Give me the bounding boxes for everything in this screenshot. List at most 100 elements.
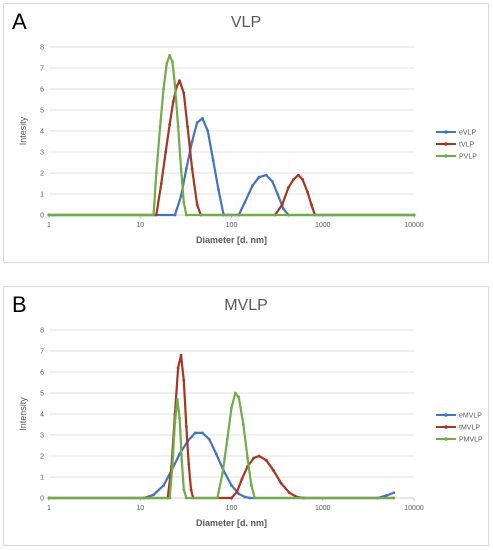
data-point-tVLP (309, 203, 313, 206)
data-point-tMVLP (264, 458, 268, 462)
series-line-PVLP (49, 54, 414, 217)
data-point-PVLP (182, 201, 186, 204)
data-point-tVLP (164, 150, 168, 154)
x-tick-label: 10000 (404, 505, 424, 512)
data-point-tMVLP (184, 425, 188, 428)
data-point-tMVLP (176, 366, 180, 370)
x-tick-label: 1000 (315, 505, 331, 512)
legend-label: eMVLP (459, 413, 482, 420)
data-point-eMVLP (207, 437, 211, 441)
data-point-eMVLP (385, 494, 388, 497)
data-point-eVLP (281, 207, 285, 211)
data-point-PMVLP (173, 421, 177, 424)
data-point-PVLP (170, 60, 174, 64)
data-point-tVLP (159, 182, 163, 185)
data-point-tVLP (190, 167, 194, 171)
x-tick-label: 10000 (404, 222, 424, 229)
x-tick-label: 1 (47, 222, 51, 229)
data-point-eVLP (179, 194, 183, 198)
data-point-PMVLP (184, 496, 188, 500)
x-tick-label: 10 (136, 222, 144, 229)
data-point-tVLP (154, 213, 158, 217)
data-point-PVLP (412, 213, 416, 217)
chart-panel-b: B MVLP 0 1 2 3 4 5 6 7 8 1 10 100 1000 10000 Diameter … (3, 286, 489, 546)
legend-marker (444, 154, 448, 158)
data-point-tMVLP (272, 469, 276, 473)
data-point-eVLP (276, 192, 279, 196)
data-point-eVLP (243, 201, 247, 204)
data-point-eVLP (257, 175, 261, 179)
data-point-PMVLP (178, 416, 182, 420)
data-point-PVLP (168, 54, 172, 57)
data-point-eVLP (264, 173, 268, 177)
data-point-PMVLP (175, 397, 179, 401)
data-point-PMVLP (225, 437, 229, 441)
legend-label: tMVLP (459, 425, 480, 432)
data-point-PVLP (162, 87, 165, 91)
data-point-tVLP (195, 203, 199, 206)
data-point-eVLP (270, 180, 274, 183)
legend-label: PMVLP (459, 437, 483, 444)
data-point-eVLP (211, 159, 215, 162)
chart-title-b: MVLP (224, 297, 268, 314)
data-point-tMVLP (187, 463, 191, 466)
data-point-tMVLP (252, 456, 256, 460)
data-point-eMVLP (230, 484, 233, 487)
legend-marker (444, 437, 448, 441)
legend-marker (444, 130, 448, 134)
y-tick-label: 0 (40, 496, 44, 503)
data-point-tVLP (296, 173, 300, 177)
y-tick-label: 3 (40, 433, 44, 440)
data-point-PVLP (176, 125, 180, 129)
data-point-tMVLP (230, 496, 233, 500)
series-line-eVLP (49, 117, 414, 217)
y-tick-label: 4 (40, 412, 44, 419)
data-point-eVLP (206, 129, 210, 133)
y-tick-label: 1 (40, 475, 44, 482)
y-tick-label: 5 (40, 108, 44, 115)
data-point-tMVLP (240, 477, 244, 481)
data-point-eVLP (184, 167, 188, 171)
x-tick-label: 1000 (315, 222, 331, 229)
data-point-tVLP (178, 79, 182, 82)
data-point-tMVLP (257, 454, 261, 458)
data-point-PMVLP (180, 458, 184, 462)
y-tick-label: 1 (40, 192, 44, 199)
data-point-PMVLP (246, 456, 249, 460)
series-line-tMVLP (49, 354, 394, 500)
data-point-eMVLP (214, 452, 218, 456)
legend-label: eVLP (459, 130, 476, 137)
panel-label-a: A (12, 9, 27, 34)
x-tick-label: 100 (226, 505, 238, 512)
legend-label: tVLP (459, 142, 475, 149)
data-point-PMVLP (241, 423, 245, 426)
data-point-eVLP (173, 213, 177, 217)
data-point-eMVLP (201, 431, 204, 435)
data-point-PMVLP (182, 488, 186, 491)
data-point-tVLP (301, 177, 304, 181)
y-tick-label: 8 (40, 328, 44, 335)
data-point-tVLP (280, 203, 284, 206)
x-axis-title: Diameter [d. nm] (196, 518, 267, 528)
data-point-eMVLP (248, 496, 252, 500)
data-point-tMVLP (189, 488, 193, 491)
data-point-eVLP (201, 117, 204, 120)
data-point-PVLP (165, 62, 169, 66)
data-point-tVLP (168, 123, 172, 127)
y-tick-label: 2 (40, 171, 44, 178)
data-point-eVLP (251, 184, 254, 188)
data-point-PMVLP (237, 395, 241, 399)
y-tick-label: 7 (40, 66, 44, 73)
data-point-eVLP (217, 188, 220, 192)
y-tick-label: 3 (40, 150, 44, 157)
data-point-tMVLP (182, 379, 186, 382)
data-point-eMVLP (193, 431, 197, 435)
data-point-PMVLP (230, 406, 233, 410)
y-tick-label: 7 (40, 349, 44, 356)
legend-marker (444, 142, 448, 146)
y-axis-title: Intesity (18, 116, 28, 145)
x-tick-label: 10 (136, 505, 144, 512)
data-point-tMVLP (179, 353, 183, 357)
y-tick-label: 6 (40, 87, 44, 94)
